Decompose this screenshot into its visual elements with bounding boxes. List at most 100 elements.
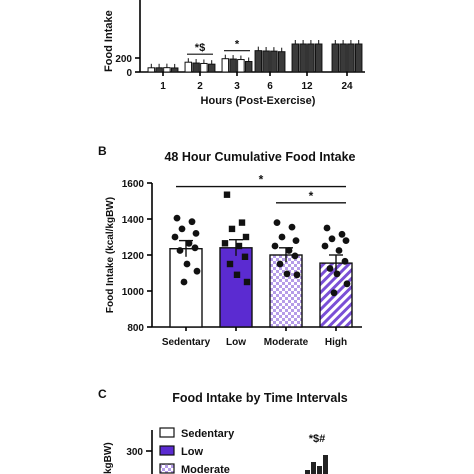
panel-b-point bbox=[276, 260, 284, 268]
panel-c-bar bbox=[311, 462, 316, 474]
panel-b-ytick-label: 1400 bbox=[122, 215, 145, 226]
panel-a-bar bbox=[155, 67, 163, 73]
panel-c-ytick-label: 300 bbox=[126, 447, 143, 458]
panel-b: B 48 Hour Cumulative Food Intake Food In… bbox=[98, 144, 362, 348]
panel-a-bar bbox=[331, 43, 340, 73]
panel-b-bar bbox=[219, 247, 253, 328]
panel-b-point bbox=[288, 223, 296, 231]
panel-a-xtick-label: 24 bbox=[341, 81, 353, 92]
panel-c-bar bbox=[305, 470, 310, 474]
panel-b-point bbox=[192, 230, 200, 237]
panel-c-legend-label: Low bbox=[181, 446, 203, 458]
panel-b-point bbox=[326, 265, 334, 272]
panel-b-xtick-label: Moderate bbox=[264, 337, 309, 348]
panel-c-annotation: *$# bbox=[309, 433, 326, 445]
panel-b-ytick-label: 800 bbox=[127, 323, 144, 334]
panel-c-ylabel: kgBW) bbox=[103, 442, 114, 474]
panel-b-point bbox=[226, 260, 234, 268]
panel-b-xtick-label: Sedentary bbox=[162, 337, 211, 348]
panel-a-bar bbox=[339, 43, 347, 73]
panel-b-point bbox=[243, 278, 251, 286]
panel-b-point bbox=[321, 242, 329, 250]
panel-b-point bbox=[185, 239, 193, 247]
panel-b-point bbox=[330, 289, 338, 297]
panel-a-bar bbox=[262, 50, 270, 73]
panel-c-legend-swatch bbox=[159, 463, 175, 474]
panel-b-point bbox=[328, 235, 336, 243]
panel-b-point bbox=[271, 242, 279, 250]
panel-b-bar bbox=[169, 247, 203, 328]
panel-b-point bbox=[342, 237, 350, 245]
panel-a-annotation: * bbox=[235, 39, 240, 51]
panel-b-point bbox=[273, 219, 281, 227]
panel-a-bar bbox=[347, 43, 355, 73]
panel-b-point bbox=[341, 257, 349, 265]
panel-b-point bbox=[191, 244, 199, 252]
panel-a-bar bbox=[307, 43, 315, 73]
panel-a-xtick-label: 3 bbox=[234, 81, 240, 92]
panel-b-point bbox=[180, 278, 188, 286]
panel-c-letter: C bbox=[98, 387, 107, 401]
panel-a-ylabel: Food Intake bbox=[103, 10, 115, 72]
panel-a-ytick-label: 0 bbox=[126, 68, 132, 79]
panel-a-bar bbox=[314, 43, 323, 73]
panel-b-point bbox=[235, 242, 243, 250]
panel-a-bar bbox=[237, 59, 245, 73]
panel-b-point bbox=[221, 240, 229, 247]
panel-c-bar bbox=[323, 455, 328, 474]
panel-a-bar bbox=[229, 58, 237, 73]
panel-b-point bbox=[335, 247, 343, 254]
panel-a-bar bbox=[147, 67, 156, 73]
panel-b-point bbox=[241, 253, 249, 260]
panel-a-bar bbox=[254, 50, 263, 73]
panel-c-bar bbox=[317, 466, 322, 474]
panel-a-xtick-label: 2 bbox=[197, 81, 203, 92]
panel-a-bar bbox=[354, 43, 363, 73]
panel-b-point bbox=[228, 225, 236, 233]
panel-b-point bbox=[176, 247, 184, 254]
panel-b-point bbox=[343, 280, 351, 288]
panel-b-xtick-label: Low bbox=[226, 337, 246, 348]
panel-b-point bbox=[291, 252, 299, 260]
panel-a-ytick-label: 200 bbox=[115, 54, 132, 65]
panel-a-bar bbox=[192, 62, 200, 73]
panel-b-point bbox=[173, 214, 181, 222]
panel-b-point bbox=[333, 270, 341, 278]
panel-a-bar bbox=[277, 51, 286, 73]
panel-b-ytick-label: 1200 bbox=[122, 251, 145, 262]
panel-b-point bbox=[171, 233, 179, 241]
panel-a-bar bbox=[221, 58, 230, 73]
panel-b-point bbox=[293, 271, 301, 279]
panel-b-bar bbox=[269, 254, 303, 328]
panel-c-legend-label: Sedentary bbox=[181, 428, 235, 440]
panel-a-bar bbox=[244, 61, 253, 73]
panel-b-point bbox=[285, 247, 293, 254]
panel-a-bar bbox=[170, 67, 179, 73]
panel-a-bar bbox=[291, 43, 300, 73]
panel-a-bar bbox=[270, 50, 278, 73]
panel-b-point bbox=[233, 271, 241, 278]
panel-a-annotation: *$ bbox=[195, 42, 205, 54]
panel-a-xtick-label: 12 bbox=[301, 81, 313, 92]
panel-b-xtick-label: High bbox=[325, 337, 347, 348]
panel-b-title: 48 Hour Cumulative Food Intake bbox=[164, 150, 355, 164]
panel-b-point bbox=[338, 230, 346, 238]
panel-a-bar bbox=[184, 61, 193, 73]
panel-b-point bbox=[292, 237, 300, 245]
panel-c-legend-label: Moderate bbox=[181, 464, 230, 474]
panel-b-point bbox=[178, 225, 186, 233]
panel-a-bar bbox=[207, 63, 216, 73]
panel-b-point bbox=[223, 191, 231, 198]
panel-b-point bbox=[193, 267, 201, 275]
panel-b-point bbox=[183, 260, 191, 268]
panel-a-bar bbox=[299, 43, 307, 73]
panel-b-point bbox=[188, 218, 196, 226]
panel-c-legend-swatch bbox=[159, 427, 175, 438]
panel-b-point bbox=[278, 233, 286, 241]
panel-b-sig-text: * bbox=[259, 173, 264, 187]
panel-a-xtick-label: 6 bbox=[267, 81, 273, 92]
panel-b-ytick-label: 1600 bbox=[122, 179, 145, 190]
panel-b-ylabel: Food Intake (kcal/kgBW) bbox=[105, 197, 116, 313]
